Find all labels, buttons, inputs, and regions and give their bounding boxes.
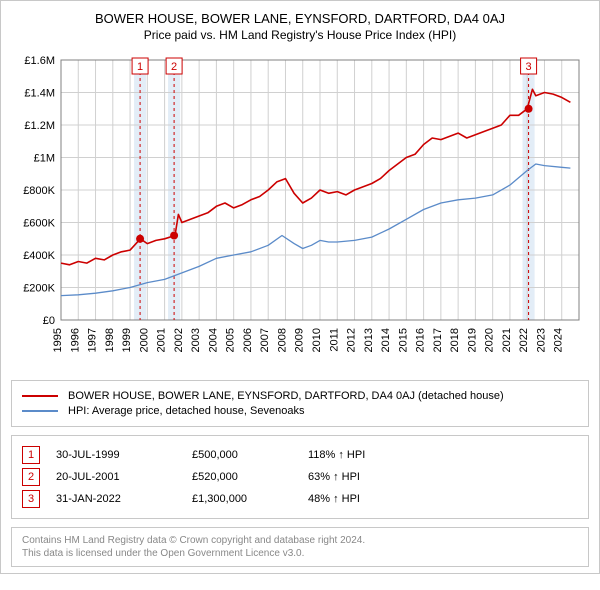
svg-text:2011: 2011: [328, 328, 340, 352]
svg-text:2009: 2009: [294, 328, 306, 352]
svg-text:2018: 2018: [449, 328, 461, 352]
event-delta: 63% ↑ HPI: [308, 471, 578, 483]
event-date: 20-JUL-2001: [56, 471, 186, 483]
svg-text:£800K: £800K: [23, 185, 55, 197]
svg-text:1995: 1995: [52, 328, 64, 352]
legend-swatch: [22, 410, 58, 412]
legend-item-price-paid: BOWER HOUSE, BOWER LANE, EYNSFORD, DARTF…: [22, 390, 578, 402]
legend-label: BOWER HOUSE, BOWER LANE, EYNSFORD, DARTF…: [68, 390, 504, 402]
legend-item-hpi: HPI: Average price, detached house, Seve…: [22, 405, 578, 417]
svg-text:2005: 2005: [225, 328, 237, 352]
svg-text:£0: £0: [43, 315, 55, 327]
svg-text:2014: 2014: [380, 328, 392, 352]
chart-title: BOWER HOUSE, BOWER LANE, EYNSFORD, DARTF…: [11, 11, 589, 26]
line-chart: 1 2 3 £0 £200K £400K £600K £800K £1M £1.2M £1.4M £1…: [11, 50, 589, 370]
chart-area: 1 2 3 £0 £200K £400K £600K £800K £1M £1.2M £1.4M £1…: [11, 50, 589, 370]
svg-text:1996: 1996: [69, 328, 81, 352]
svg-text:2010: 2010: [311, 328, 323, 352]
event-price: £500,000: [192, 449, 302, 461]
event-delta: 48% ↑ HPI: [308, 493, 578, 505]
event-price: £520,000: [192, 471, 302, 483]
svg-text:2021: 2021: [501, 328, 513, 352]
svg-text:2012: 2012: [346, 328, 358, 352]
svg-text:2000: 2000: [138, 328, 150, 352]
event-marker: 3: [22, 490, 40, 508]
svg-text:2020: 2020: [484, 328, 496, 352]
legend-label: HPI: Average price, detached house, Seve…: [68, 405, 304, 417]
svg-text:£1.6M: £1.6M: [24, 55, 55, 67]
svg-text:£200K: £200K: [23, 283, 55, 295]
svg-text:£1.2M: £1.2M: [24, 120, 55, 132]
svg-text:£600K: £600K: [23, 218, 55, 230]
svg-text:2015: 2015: [397, 328, 409, 352]
svg-text:1: 1: [137, 61, 143, 73]
svg-text:2024: 2024: [553, 328, 565, 352]
svg-text:2006: 2006: [242, 328, 254, 352]
svg-text:1998: 1998: [104, 328, 116, 352]
chart-subtitle: Price paid vs. HM Land Registry's House …: [11, 28, 589, 42]
svg-text:1997: 1997: [87, 328, 99, 352]
svg-text:2003: 2003: [190, 328, 202, 352]
svg-text:2016: 2016: [415, 328, 427, 352]
event-delta: 118% ↑ HPI: [308, 449, 578, 461]
svg-text:2017: 2017: [432, 328, 444, 352]
svg-text:2007: 2007: [259, 328, 271, 352]
svg-text:2023: 2023: [535, 328, 547, 352]
svg-text:1999: 1999: [121, 328, 133, 352]
svg-text:£1M: £1M: [34, 153, 55, 165]
svg-text:£400K: £400K: [23, 250, 55, 262]
svg-text:2001: 2001: [156, 328, 168, 352]
event-marker: 1: [22, 446, 40, 464]
footnote-line: This data is licensed under the Open Gov…: [22, 547, 578, 560]
event-row: 2 20-JUL-2001 £520,000 63% ↑ HPI: [22, 468, 578, 486]
svg-text:2022: 2022: [518, 328, 530, 352]
events-box: 1 30-JUL-1999 £500,000 118% ↑ HPI 2 20-J…: [11, 435, 589, 519]
event-date: 31-JAN-2022: [56, 493, 186, 505]
event-date: 30-JUL-1999: [56, 449, 186, 461]
footnote-box: Contains HM Land Registry data © Crown c…: [11, 527, 589, 567]
svg-text:2: 2: [171, 61, 177, 73]
legend-swatch: [22, 395, 58, 397]
svg-text:2019: 2019: [466, 328, 478, 352]
event-marker: 2: [22, 468, 40, 486]
svg-text:£1.4M: £1.4M: [24, 88, 55, 100]
legend-box: BOWER HOUSE, BOWER LANE, EYNSFORD, DARTF…: [11, 380, 589, 427]
event-row: 3 31-JAN-2022 £1,300,000 48% ↑ HPI: [22, 490, 578, 508]
svg-text:3: 3: [526, 61, 532, 73]
svg-text:2013: 2013: [363, 328, 375, 352]
event-price: £1,300,000: [192, 493, 302, 505]
svg-text:2008: 2008: [276, 328, 288, 352]
chart-frame: BOWER HOUSE, BOWER LANE, EYNSFORD, DARTF…: [0, 0, 600, 574]
svg-text:2004: 2004: [207, 328, 219, 352]
footnote-line: Contains HM Land Registry data © Crown c…: [22, 534, 578, 547]
event-row: 1 30-JUL-1999 £500,000 118% ↑ HPI: [22, 446, 578, 464]
svg-text:2002: 2002: [173, 328, 185, 352]
